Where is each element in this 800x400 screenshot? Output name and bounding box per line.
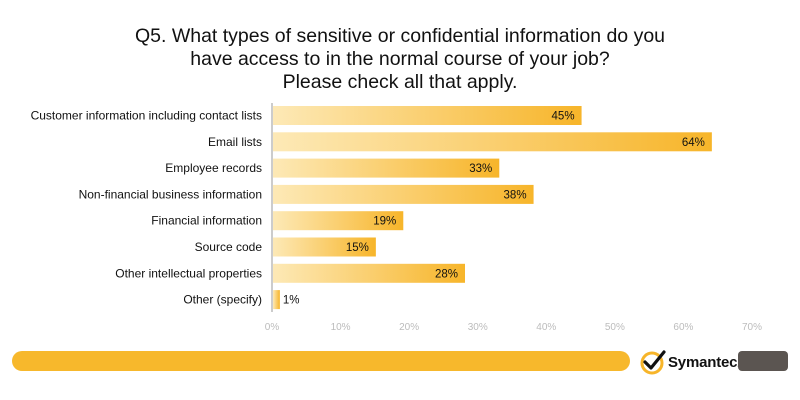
category-label-1: Email lists xyxy=(208,135,262,149)
bar-2 xyxy=(273,158,500,178)
category-label-6: Other intellectual properties xyxy=(115,266,262,280)
bar-5 xyxy=(273,237,376,257)
x-tick-label-5: 50% xyxy=(605,322,625,333)
category-label-0: Customer information including contact l… xyxy=(31,109,262,123)
category-label-3: Non-financial business information xyxy=(79,187,262,201)
category-label-4: Financial information xyxy=(151,214,262,228)
bar-chart: Customer information including contact l… xyxy=(31,103,762,333)
x-tick-label-7: 70% xyxy=(742,322,762,333)
x-tick-label-2: 20% xyxy=(399,322,419,333)
x-tick-label-3: 30% xyxy=(468,322,488,333)
chart-title-line-3: Please check all that apply. xyxy=(282,71,518,93)
chart-title-line-2: have access to in the normal course of y… xyxy=(190,48,610,70)
bar-4 xyxy=(273,211,404,231)
value-label-1: 64% xyxy=(682,137,705,149)
brand-name: Symantec xyxy=(668,354,740,371)
footer-accent-bar xyxy=(12,351,630,371)
footer-dark-block xyxy=(738,351,788,371)
value-label-3: 38% xyxy=(504,189,527,201)
value-label-6: 28% xyxy=(435,268,458,280)
bar-0 xyxy=(273,106,582,125)
value-label-5: 15% xyxy=(346,242,369,254)
bar-6 xyxy=(273,263,465,283)
x-tick-label-6: 60% xyxy=(673,322,693,333)
x-tick-label-4: 40% xyxy=(536,322,556,333)
x-tick-label-0: 0% xyxy=(265,322,280,333)
value-label-2: 33% xyxy=(469,163,492,175)
checkmark-circle-icon xyxy=(640,350,666,375)
category-label-5: Source code xyxy=(195,240,263,254)
bar-3 xyxy=(273,184,534,204)
x-tick-label-1: 10% xyxy=(331,322,351,333)
value-label-0: 45% xyxy=(552,111,575,123)
bar-7 xyxy=(273,290,280,310)
value-label-7: 1% xyxy=(283,295,300,307)
category-label-2: Employee records xyxy=(165,161,262,175)
brand-logo: Symantec xyxy=(640,348,740,376)
value-label-4: 19% xyxy=(373,216,396,228)
bar-1 xyxy=(273,132,712,152)
chart-title-line-1: Q5. What types of sensitive or confident… xyxy=(134,25,666,47)
category-label-7: Other (specify) xyxy=(183,293,262,307)
chart-title: Q5. What types of sensitive or confident… xyxy=(0,25,800,94)
